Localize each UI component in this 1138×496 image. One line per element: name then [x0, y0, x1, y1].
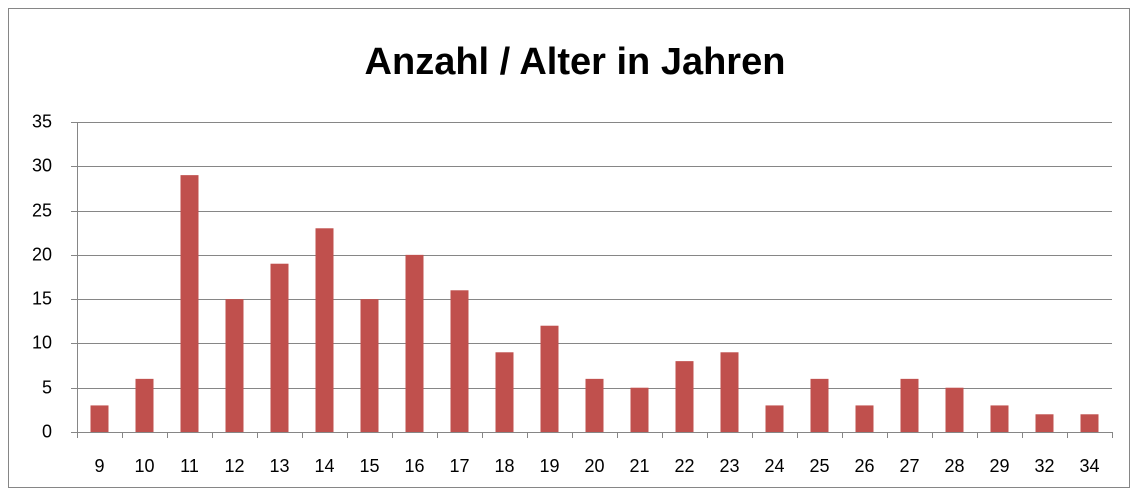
x-tick-label: 9	[94, 456, 104, 476]
x-tick-label: 18	[494, 456, 514, 476]
y-tick-label: 30	[32, 155, 52, 175]
y-tick-label: 25	[32, 200, 52, 220]
x-tick-label: 34	[1079, 456, 1099, 476]
bar	[585, 378, 604, 432]
bar	[90, 405, 109, 432]
bar	[810, 378, 829, 432]
bar	[1035, 414, 1054, 432]
x-tick-label: 14	[314, 456, 334, 476]
bar	[360, 299, 379, 432]
bar	[135, 378, 154, 432]
bar	[180, 175, 199, 432]
bar	[540, 325, 559, 432]
y-tick-label: 10	[32, 332, 52, 352]
bar	[630, 387, 649, 432]
x-tick-label: 21	[629, 456, 649, 476]
y-tick-label: 35	[32, 111, 52, 131]
bar	[450, 290, 469, 432]
chart-title: Anzahl / Alter in Jahren	[365, 41, 786, 83]
bar	[495, 352, 514, 432]
x-tick-label: 28	[944, 456, 964, 476]
bar	[270, 263, 289, 432]
bar	[315, 228, 334, 432]
y-tick-label: 15	[32, 288, 52, 308]
x-tick-label: 23	[719, 456, 739, 476]
bar	[855, 405, 874, 432]
x-tick-label: 13	[269, 456, 289, 476]
x-tick-label: 15	[359, 456, 379, 476]
bar	[225, 299, 244, 432]
x-tick-label: 20	[584, 456, 604, 476]
x-tick-label: 11	[180, 456, 199, 476]
x-tick-label: 22	[674, 456, 694, 476]
bar	[945, 387, 964, 432]
y-tick-label: 5	[42, 377, 52, 397]
x-tick-label: 16	[404, 456, 424, 476]
y-tick-label: 20	[32, 244, 52, 264]
bar	[990, 405, 1009, 432]
x-tick-label: 32	[1034, 456, 1054, 476]
x-tick-label: 29	[989, 456, 1009, 476]
x-tick-label: 12	[224, 456, 244, 476]
x-tick-label: 25	[809, 456, 829, 476]
bar	[1080, 414, 1099, 432]
bar	[720, 352, 739, 432]
x-tick-label: 10	[134, 456, 154, 476]
x-tick-label: 17	[449, 456, 469, 476]
y-tick-label: 0	[42, 421, 52, 441]
bar	[765, 405, 784, 432]
bar	[405, 254, 424, 432]
x-tick-label: 24	[764, 456, 784, 476]
x-tick-label: 26	[854, 456, 874, 476]
bar	[675, 361, 694, 432]
bar	[900, 378, 919, 432]
x-tick-label: 19	[539, 456, 559, 476]
x-tick-label: 27	[899, 456, 919, 476]
